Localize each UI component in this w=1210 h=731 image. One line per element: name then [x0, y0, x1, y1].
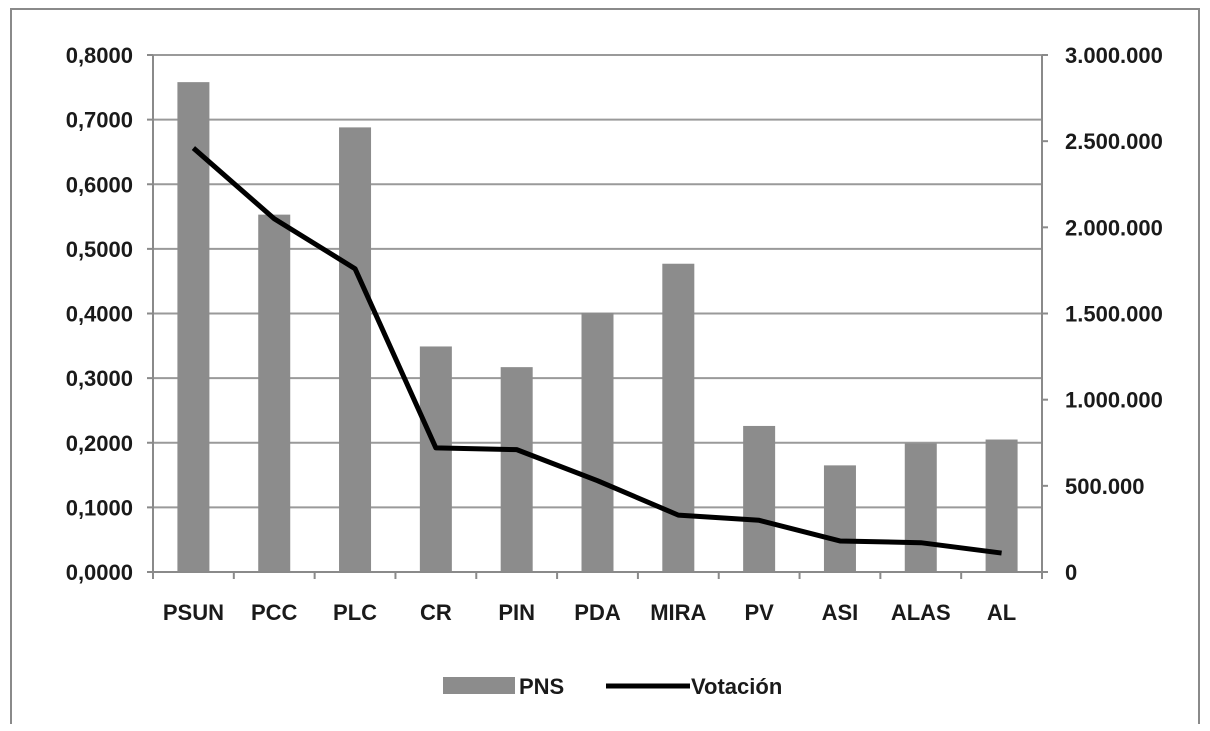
bar-pda [581, 312, 614, 572]
legend: PNS Votación [443, 674, 782, 699]
legend-label-pns: PNS [519, 674, 564, 699]
category-label: PV [744, 600, 774, 625]
left-tick-label: 0,3000 [66, 366, 133, 391]
left-axis-ticks: 0,0000 0,1000 0,2000 0,3000 0,4000 0,5000 0,60… [66, 43, 133, 585]
bar-pv [743, 425, 776, 572]
category-label: PIN [498, 600, 535, 625]
right-tick-label: 500.000 [1065, 474, 1145, 499]
right-tick-label: 1.500.000 [1065, 302, 1163, 327]
category-label: PDA [574, 600, 621, 625]
category-label: CR [420, 600, 452, 625]
bar-psun [177, 82, 210, 572]
bar-asi [823, 465, 856, 572]
right-tick-label: 0 [1065, 560, 1077, 585]
bar-pcc [258, 214, 291, 572]
category-label: AL [987, 600, 1016, 625]
category-labels: PSUN PCC PLC CR PIN PDA MIRA PV ASI ALAS AL [163, 600, 1016, 625]
category-label: ALAS [891, 600, 951, 625]
bar-plc [339, 127, 372, 572]
votacion-line-layer [191, 146, 1002, 556]
left-tick-label: 0,6000 [66, 172, 133, 197]
left-tick-label: 0,1000 [66, 495, 133, 520]
left-tick-label: 0,8000 [66, 43, 133, 68]
pns-bars [177, 82, 1018, 572]
category-label: PCC [251, 600, 298, 625]
category-label: PSUN [163, 600, 224, 625]
left-tick-label: 0,5000 [66, 237, 133, 262]
category-label: PLC [333, 600, 377, 625]
votacion-line [191, 146, 1002, 556]
left-tick-label: 0,4000 [66, 302, 133, 327]
legend-swatch-pns [443, 677, 515, 694]
right-tick-label: 3.000.000 [1065, 43, 1163, 68]
left-tick-label: 0,0000 [66, 560, 133, 585]
legend-label-votacion: Votación [691, 674, 782, 699]
bar-pin [500, 367, 533, 572]
left-tick-label: 0,2000 [66, 431, 133, 456]
category-label: MIRA [650, 600, 706, 625]
bar-mira [662, 263, 695, 572]
axes [147, 54, 1048, 579]
right-tick-label: 1.000.000 [1065, 388, 1163, 413]
right-axis-ticks: 0 500.000 1.000.000 1.500.000 2.000.000 2.500… [1065, 43, 1163, 585]
bar-alas [904, 443, 937, 572]
left-tick-label: 0,7000 [66, 108, 133, 133]
right-tick-label: 2.500.000 [1065, 129, 1163, 154]
bar-cr [419, 346, 452, 572]
right-tick-label: 2.000.000 [1065, 215, 1163, 240]
category-label: ASI [822, 600, 859, 625]
